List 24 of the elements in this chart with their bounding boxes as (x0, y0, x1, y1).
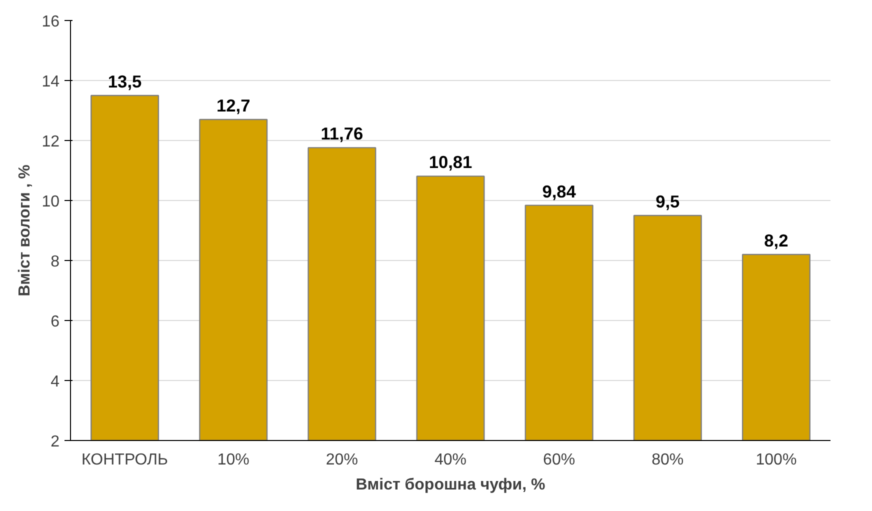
data-label: 10,81 (428, 152, 473, 172)
x-tick-label: 10% (217, 452, 250, 468)
y-tick-label: 6 (50, 314, 60, 330)
x-tick-label: КОНТРОЛЬ (82, 452, 168, 468)
data-label: 13,5 (108, 72, 142, 92)
x-tick-label: 100% (756, 452, 797, 468)
y-tick-label: 14 (42, 74, 60, 90)
y-tick-label: 16 (42, 14, 60, 30)
x-tick-label: 20% (326, 452, 358, 468)
x-tick-label: 80% (652, 452, 684, 468)
data-label: 8,2 (764, 230, 788, 250)
data-label: 9,5 (656, 192, 680, 212)
y-axis-title: Вміст вологи , % (16, 164, 34, 296)
y-tick-label: 4 (50, 374, 60, 390)
y-tick-label: 10 (42, 194, 60, 210)
x-tick-label: 40% (434, 452, 467, 468)
y-tick-label: 12 (42, 134, 60, 150)
data-label: 9,84 (542, 181, 576, 202)
y-tick-label: 2 (50, 434, 60, 450)
x-axis-title: Вміст борошна чуфи, % (356, 476, 546, 494)
data-label: 12,7 (216, 96, 250, 116)
x-tick-label: 60% (543, 452, 576, 468)
y-tick-label: 8 (50, 254, 60, 270)
data-label: 11,76 (320, 124, 364, 144)
